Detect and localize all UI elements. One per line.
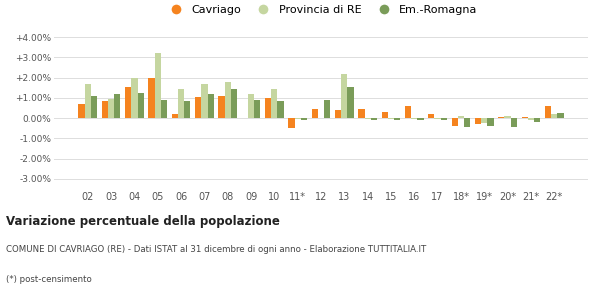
Bar	[148, 78, 155, 118]
Bar	[521, 117, 528, 118]
Bar	[131, 78, 137, 118]
Bar	[388, 118, 394, 119]
Bar	[418, 118, 424, 120]
Bar	[161, 100, 167, 118]
Bar	[172, 114, 178, 118]
Text: COMUNE DI CAVRIAGO (RE) - Dati ISTAT al 31 dicembre di ogni anno - Elaborazione : COMUNE DI CAVRIAGO (RE) - Dati ISTAT al …	[6, 244, 426, 253]
Bar	[434, 118, 441, 119]
Bar	[295, 118, 301, 119]
Bar	[311, 109, 318, 118]
Bar	[195, 97, 201, 118]
Bar	[78, 104, 85, 118]
Bar	[534, 118, 541, 122]
Bar	[184, 101, 190, 118]
Bar	[405, 106, 411, 118]
Bar	[101, 101, 108, 118]
Bar	[137, 93, 144, 118]
Bar	[277, 101, 284, 118]
Bar	[85, 84, 91, 118]
Bar	[551, 114, 557, 118]
Bar	[288, 118, 295, 128]
Bar	[254, 100, 260, 118]
Bar	[464, 118, 470, 127]
Bar	[248, 94, 254, 118]
Bar	[505, 116, 511, 118]
Bar	[335, 110, 341, 118]
Bar	[458, 116, 464, 118]
Bar	[394, 118, 400, 120]
Bar	[178, 89, 184, 118]
Bar	[208, 94, 214, 118]
Bar	[411, 118, 418, 119]
Bar	[528, 118, 534, 120]
Bar	[218, 96, 224, 118]
Bar	[511, 118, 517, 127]
Bar	[201, 84, 208, 118]
Bar	[475, 118, 481, 124]
Bar	[498, 116, 505, 118]
Bar	[114, 94, 121, 118]
Bar	[481, 118, 487, 123]
Bar	[108, 99, 114, 118]
Text: (*) post-censimento: (*) post-censimento	[6, 274, 92, 284]
Bar	[155, 53, 161, 118]
Bar	[358, 109, 365, 118]
Bar	[428, 114, 434, 118]
Bar	[324, 100, 331, 118]
Bar	[441, 118, 447, 120]
Bar	[365, 118, 371, 119]
Bar	[231, 89, 237, 118]
Bar	[382, 112, 388, 118]
Bar	[271, 89, 277, 118]
Bar	[224, 82, 231, 118]
Bar	[545, 106, 551, 118]
Bar	[301, 118, 307, 120]
Bar	[347, 87, 354, 118]
Text: Variazione percentuale della popolazione: Variazione percentuale della popolazione	[6, 214, 280, 227]
Bar	[487, 118, 494, 126]
Bar	[371, 118, 377, 120]
Bar	[91, 96, 97, 118]
Legend: Cavriago, Provincia di RE, Em.-Romagna: Cavriago, Provincia di RE, Em.-Romagna	[160, 0, 482, 19]
Bar	[341, 74, 347, 118]
Bar	[557, 113, 564, 118]
Bar	[452, 118, 458, 126]
Bar	[265, 98, 271, 118]
Bar	[125, 87, 131, 118]
